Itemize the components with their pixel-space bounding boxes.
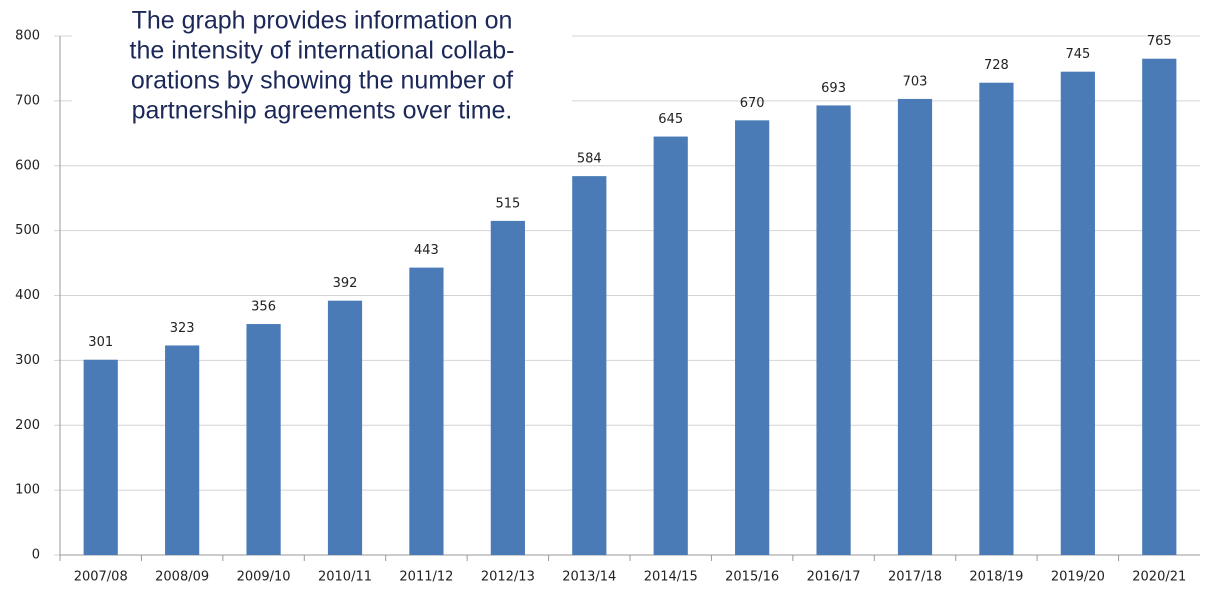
bar: [572, 176, 607, 555]
data-label: 703: [903, 74, 928, 89]
x-tick-label: 2008/09: [155, 570, 209, 585]
data-label: 515: [495, 196, 520, 211]
data-label: 392: [333, 276, 358, 291]
x-tick-label: 2014/15: [644, 570, 698, 585]
x-tick-label: 2011/12: [399, 570, 453, 585]
y-tick-label: 500: [15, 223, 40, 238]
data-label: 745: [1065, 47, 1090, 62]
annotation: partnership agreements over time.: [132, 97, 513, 125]
x-tick-label: 2017/18: [888, 570, 942, 585]
bar: [816, 105, 851, 555]
bar: [897, 98, 933, 556]
data-label: 443: [414, 243, 439, 258]
annotation: the intensity of international collab-: [130, 37, 515, 65]
y-tick-label: 600: [15, 158, 40, 173]
bar: [490, 220, 525, 556]
bar: [327, 300, 363, 555]
data-label: 693: [821, 81, 846, 96]
bar: [246, 324, 281, 555]
y-tick-label: 100: [15, 483, 40, 498]
bar: [1060, 71, 1095, 556]
bar: [165, 345, 200, 555]
x-tick-label: 2015/16: [725, 570, 779, 585]
x-tick-label: 2010/11: [318, 570, 372, 585]
data-label: 584: [577, 152, 602, 167]
x-tick-label: 2012/13: [481, 570, 535, 585]
data-label: 356: [251, 300, 276, 315]
data-label: 301: [88, 335, 113, 350]
bar: [1142, 58, 1177, 556]
y-tick-label: 300: [15, 353, 40, 368]
y-tick-label: 0: [32, 548, 40, 563]
data-label: 728: [984, 58, 1009, 73]
data-label: 670: [740, 96, 765, 111]
y-tick-label: 700: [15, 93, 40, 108]
x-tick-label: 2018/19: [969, 570, 1023, 585]
data-label: 323: [170, 321, 195, 336]
bar: [979, 82, 1014, 556]
data-label: 765: [1147, 34, 1172, 49]
bar: [409, 267, 444, 555]
y-tick-label: 200: [15, 418, 40, 433]
x-tick-label: 2020/21: [1132, 570, 1186, 585]
x-tick-label: 2019/20: [1051, 570, 1105, 585]
annotation: orations by showing the number of: [131, 67, 513, 95]
y-tick-label: 800: [15, 29, 40, 44]
bar: [83, 359, 118, 555]
y-tick-label: 400: [15, 288, 40, 303]
x-tick-label: 2016/17: [807, 570, 861, 585]
bar: [653, 136, 688, 555]
bar: [735, 120, 770, 556]
annotation-box: [72, 0, 572, 126]
x-tick-label: 2007/08: [74, 570, 128, 585]
annotation: The graph provides information on: [132, 7, 513, 35]
data-label: 645: [658, 112, 683, 127]
x-tick-label: 2013/14: [562, 570, 616, 585]
x-tick-label: 2009/10: [237, 570, 291, 585]
